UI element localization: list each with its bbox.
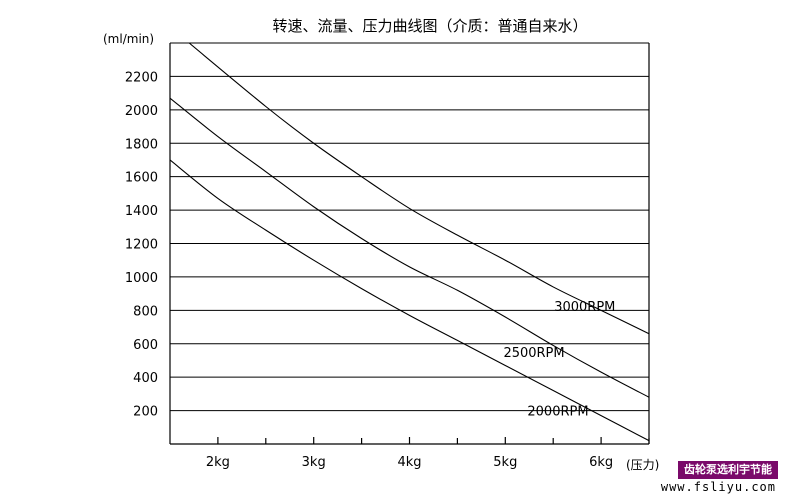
y-tick-label: 1800 <box>125 137 158 152</box>
x-tick-label: 3kg <box>302 455 326 470</box>
series-line-2000rpm <box>170 159 649 442</box>
y-axis-label: (ml/min) <box>103 32 154 46</box>
y-tick-label: 2000 <box>125 104 158 119</box>
y-tick-labels: 200 400 600 800 1000 1200 1400 1600 1800 2000 2200 <box>125 70 158 419</box>
y-tick-label: 200 <box>133 405 158 420</box>
y-tick-label: 800 <box>133 304 158 319</box>
y-tick-label: 1200 <box>125 238 158 253</box>
y-tick-label: 600 <box>133 338 158 353</box>
y-tick-label: 1600 <box>125 171 158 186</box>
y-tick-label: 1000 <box>125 271 158 286</box>
series-label-3000rpm: 3000RPM <box>554 300 615 315</box>
y-tick-label: 1400 <box>125 204 158 219</box>
y-tick-label: 2200 <box>125 70 158 85</box>
x-axis-label: (压力) <box>626 458 659 472</box>
watermark-badge: 齿轮泵选利宇节能 <box>678 461 778 479</box>
series-line-2500rpm <box>170 97 649 398</box>
series-label-2000rpm: 2000RPM <box>527 405 588 420</box>
chart-title: 转速、流量、压力曲线图（介质：普通自来水） <box>272 17 587 35</box>
x-tick-label: 5kg <box>493 455 517 470</box>
watermark-url: www.fsliyu.com <box>660 480 776 494</box>
axes <box>169 43 650 445</box>
x-tick-labels: 2kg 3kg 4kg 5kg 6kg <box>206 455 613 470</box>
series-labels: 3000RPM 2500RPM 2000RPM <box>503 300 615 419</box>
series-line-3000rpm <box>188 43 649 335</box>
y-tick-label: 400 <box>133 371 158 386</box>
x-tick-label: 4kg <box>397 455 421 470</box>
x-tick-label: 6kg <box>589 455 613 470</box>
series-label-2500rpm: 2500RPM <box>503 346 564 361</box>
series-lines <box>170 43 649 442</box>
x-tick-label: 2kg <box>206 455 230 470</box>
grid-lines <box>170 42 649 412</box>
